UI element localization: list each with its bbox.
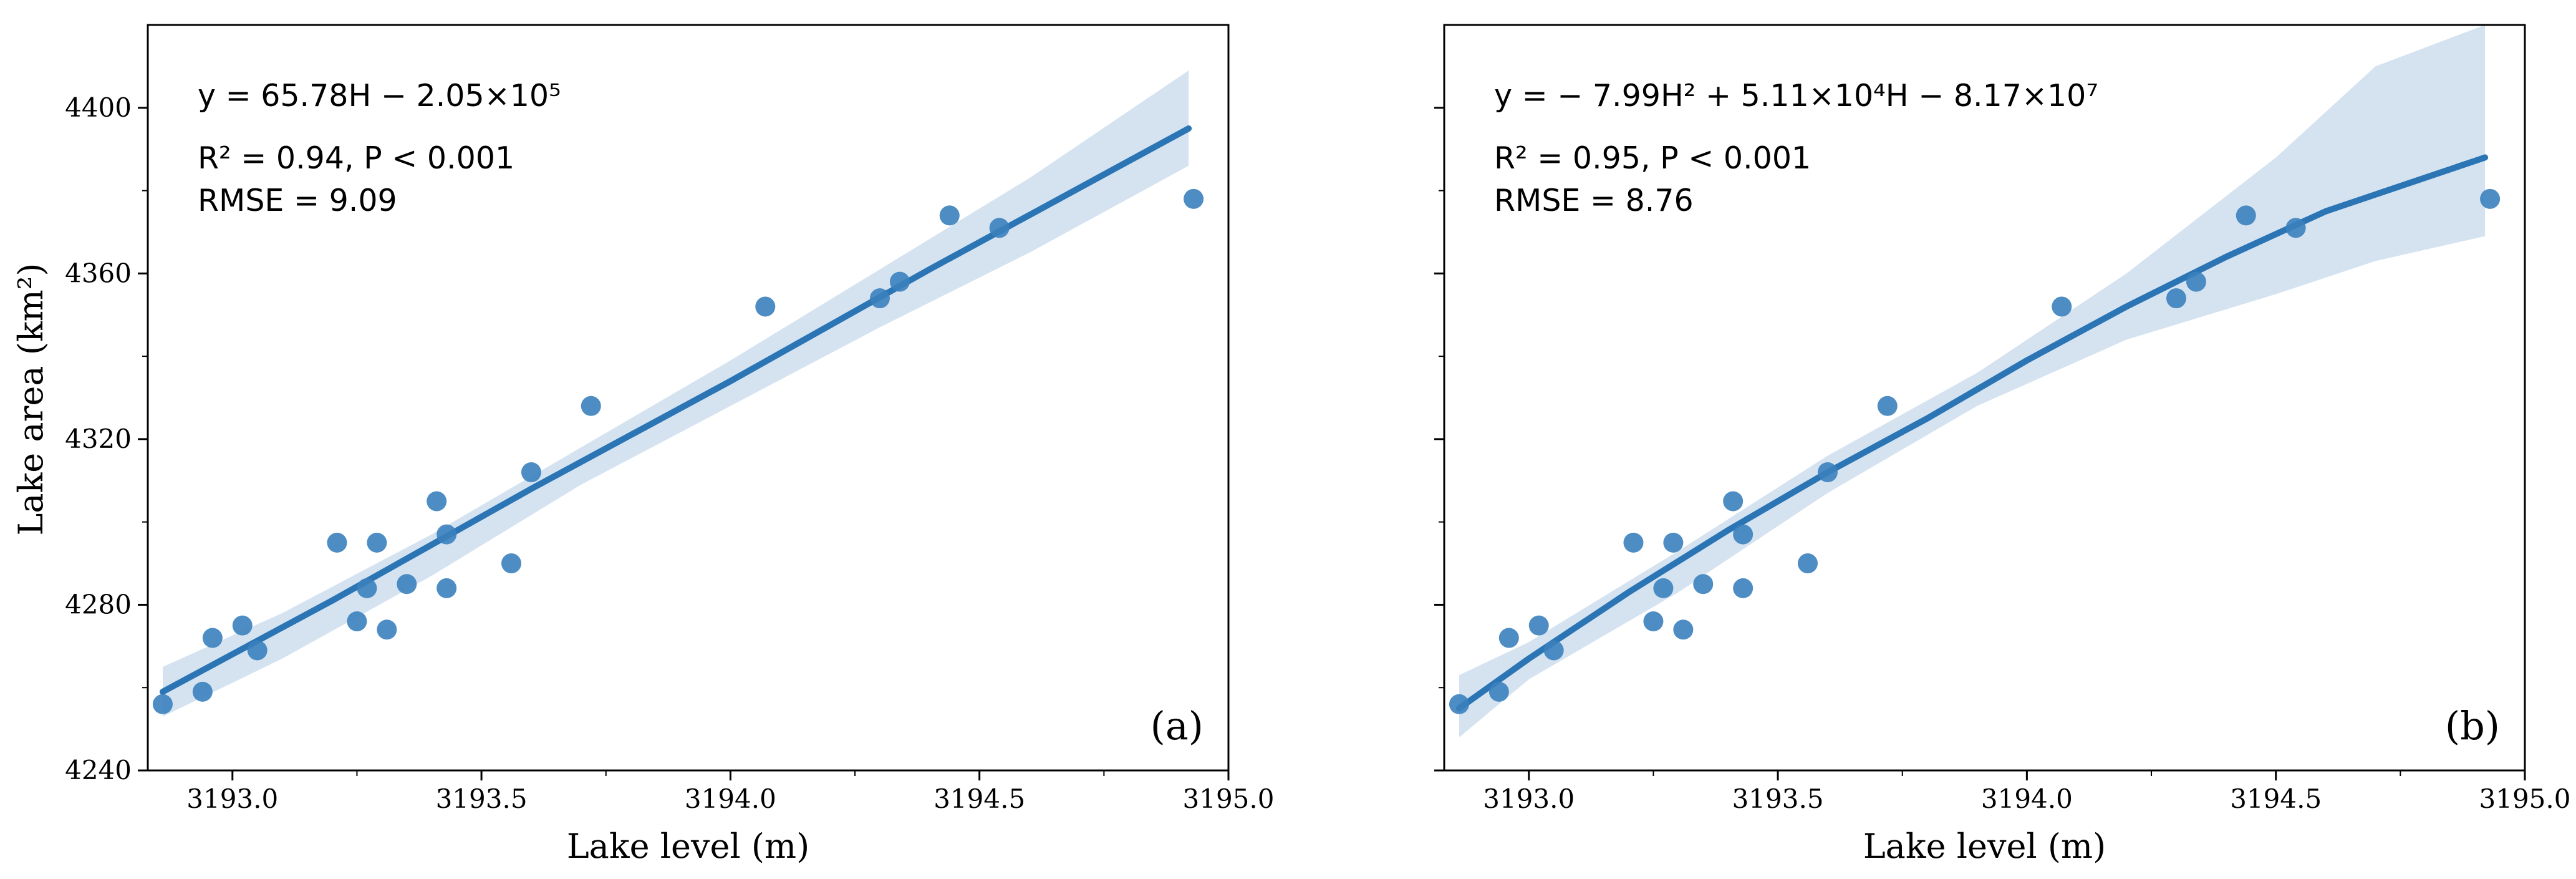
data-point	[889, 271, 910, 292]
y-tick-label: 4400	[65, 92, 132, 123]
data-point	[521, 462, 541, 482]
data-point	[437, 524, 457, 545]
data-point	[1817, 462, 1838, 482]
data-point	[939, 205, 960, 226]
equation-annotation: y = − 7.99H² + 5.11×10⁴H − 8.17×10⁷	[1494, 78, 2098, 114]
x-tick-label: 3193.0	[186, 784, 278, 814]
data-point	[2186, 271, 2206, 292]
y-tick-label: 4320	[65, 424, 132, 454]
data-point	[437, 578, 457, 598]
rmse-annotation: RMSE = 8.76	[1494, 183, 1694, 218]
y-axis-title: Lake area (km²)	[11, 263, 51, 536]
r2-p-annotation: R² = 0.95, P < 0.001	[1494, 140, 1811, 176]
data-point	[1643, 611, 1664, 631]
data-point	[1673, 619, 1694, 640]
data-point	[2166, 288, 2186, 309]
equation-annotation: y = 65.78H − 2.05×10⁵	[198, 78, 561, 114]
data-point	[989, 218, 1010, 238]
data-point	[1498, 628, 1519, 648]
axis-ticks: 3193.0 3193.5 3194.0 3194.5 3195.0 4240 4280 43…	[65, 92, 1274, 814]
data-point	[2480, 188, 2501, 209]
data-point	[367, 532, 387, 553]
data-point	[202, 628, 223, 648]
regression-line-layer	[159, 125, 1192, 695]
x-tick-label: 3193.0	[1483, 784, 1575, 814]
confidence-band-layer	[1459, 25, 2486, 737]
y-tick-label: 4240	[65, 755, 132, 785]
data-point	[1723, 491, 1744, 512]
panel-a: 3193.0 3193.5 3194.0 3194.5 3195.0 4240 4280 43…	[65, 24, 1274, 866]
data-point	[152, 694, 173, 714]
x-tick-label: 3195.0	[2479, 784, 2571, 814]
x-tick-label: 3194.0	[1981, 784, 2073, 814]
plot-frame	[1443, 24, 2526, 772]
y-tick-label: 4280	[65, 589, 132, 619]
regression-line-layer	[1455, 154, 2489, 712]
data-point	[1623, 532, 1644, 553]
r2-p-annotation: R² = 0.94, P < 0.001	[198, 140, 514, 176]
data-points-layer	[152, 188, 1204, 714]
data-point	[357, 578, 377, 598]
data-point	[192, 681, 213, 702]
data-point	[1653, 578, 1674, 598]
x-tick-label: 3194.5	[933, 784, 1025, 814]
data-point	[397, 574, 417, 595]
confidence-band	[1459, 25, 2486, 737]
x-axis-title: Lake level (m)	[1863, 827, 2106, 866]
data-point	[1797, 553, 1818, 574]
data-point	[1528, 615, 1549, 636]
data-point	[2236, 205, 2256, 226]
plot-frame	[147, 24, 1230, 772]
data-point	[581, 396, 601, 416]
data-point	[2285, 218, 2306, 238]
data-point	[869, 288, 890, 309]
data-point	[2052, 296, 2072, 317]
x-tick-label: 3193.5	[436, 784, 528, 814]
data-point	[1449, 694, 1469, 714]
data-point	[501, 553, 521, 574]
x-tick-label: 3195.0	[1183, 784, 1275, 814]
regression-line	[1455, 154, 2489, 712]
data-point	[427, 491, 447, 512]
data-point	[1693, 574, 1714, 595]
panel-b: 3193.0 3193.5 3194.0 3194.5 3195.0 y = − 7.9…	[1434, 24, 2571, 866]
panel-label: (b)	[2445, 703, 2500, 749]
data-point	[1733, 578, 1754, 598]
data-point	[327, 532, 347, 553]
panel-label: (a)	[1151, 703, 1204, 749]
data-point	[247, 640, 268, 661]
data-point	[1877, 396, 1898, 416]
data-point	[377, 619, 397, 640]
data-point	[232, 615, 253, 636]
data-point	[1663, 532, 1684, 553]
rmse-annotation: RMSE = 9.09	[198, 183, 397, 218]
data-point	[1543, 640, 1564, 661]
x-tick-label: 3194.0	[685, 784, 776, 814]
x-tick-label: 3193.5	[1732, 784, 1824, 814]
data-point	[1488, 681, 1509, 702]
data-point	[1184, 188, 1204, 209]
x-tick-label: 3194.5	[2230, 784, 2322, 814]
data-point	[347, 611, 367, 631]
regression-line	[159, 125, 1192, 695]
y-tick-label: 4360	[65, 258, 132, 288]
data-points-layer	[1449, 188, 2501, 714]
data-point	[1733, 524, 1754, 545]
axis-ticks: 3193.0 3193.5 3194.0 3194.5 3195.0	[1434, 107, 2571, 814]
x-axis-title: Lake level (m)	[567, 827, 809, 866]
data-point	[755, 296, 776, 317]
